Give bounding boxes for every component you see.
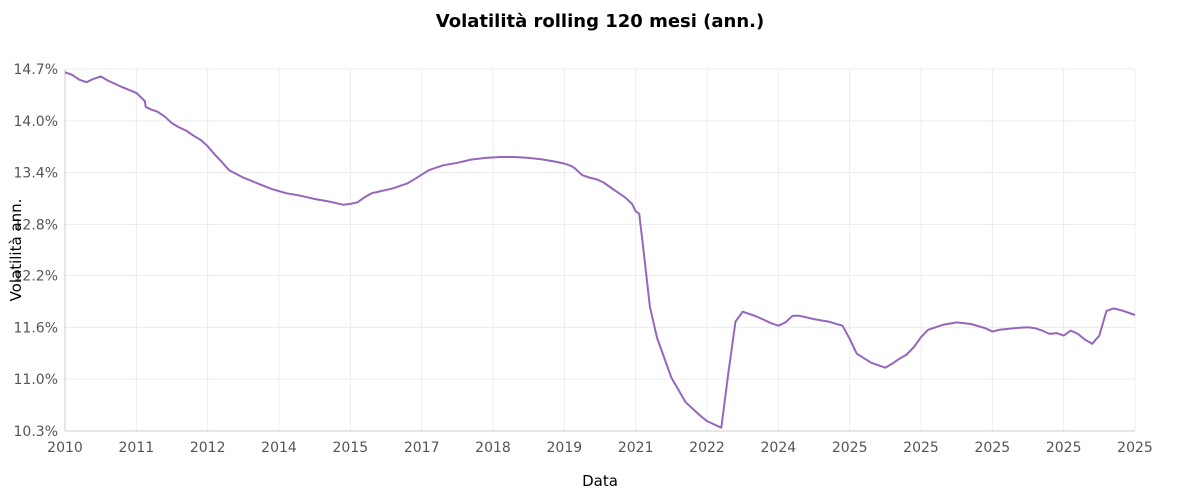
- axes: [64, 69, 1135, 432]
- y-tick-label: 10.3%: [14, 424, 58, 440]
- y-tick-label: 12.8%: [14, 217, 58, 233]
- series-layer: [64, 71, 1136, 429]
- x-tick-label: 2021: [618, 440, 654, 456]
- y-tick-label: 14.0%: [14, 114, 58, 130]
- x-tick-label: 2011: [119, 440, 155, 456]
- x-tick-label: 2012: [190, 440, 226, 456]
- y-axis-label: Volatilità ann.: [7, 199, 25, 302]
- x-tick-label: 2025: [1046, 440, 1082, 456]
- x-tick-label: 2010: [47, 440, 83, 456]
- x-tick-label: 2025: [903, 440, 939, 456]
- x-tick-labels: 2010 2011 2012 2014 2015 2017 2018 2019 2021 2022…: [47, 440, 1153, 456]
- y-tick-label: 14.7%: [14, 62, 58, 78]
- y-tick-label: 13.4%: [14, 166, 58, 182]
- x-tick-label: 2025: [832, 440, 868, 456]
- x-axis-label: Data: [582, 472, 618, 490]
- chart-title: Volatilità rolling 120 mesi (ann.): [436, 11, 765, 32]
- x-tick-label: 2017: [404, 440, 440, 456]
- grid: [65, 68, 1136, 431]
- x-tick-label: 2025: [1117, 440, 1153, 456]
- x-tick-label: 2015: [333, 440, 369, 456]
- x-tick-label: 2018: [475, 440, 511, 456]
- y-tick-label: 12.2%: [14, 269, 58, 285]
- y-tick-labels: 10.3% 11.0% 11.6% 12.2% 12.8% 13.4% 14.0% 14.7%: [14, 62, 58, 440]
- series-line: [64, 71, 1136, 429]
- x-tick-label: 2019: [547, 440, 583, 456]
- x-tick-label: 2022: [689, 440, 725, 456]
- y-tick-label: 11.6%: [14, 320, 58, 336]
- x-tick-label: 2014: [261, 440, 297, 456]
- x-tick-label: 2024: [761, 440, 797, 456]
- y-tick-label: 11.0%: [14, 372, 58, 388]
- x-tick-label: 2025: [975, 440, 1011, 456]
